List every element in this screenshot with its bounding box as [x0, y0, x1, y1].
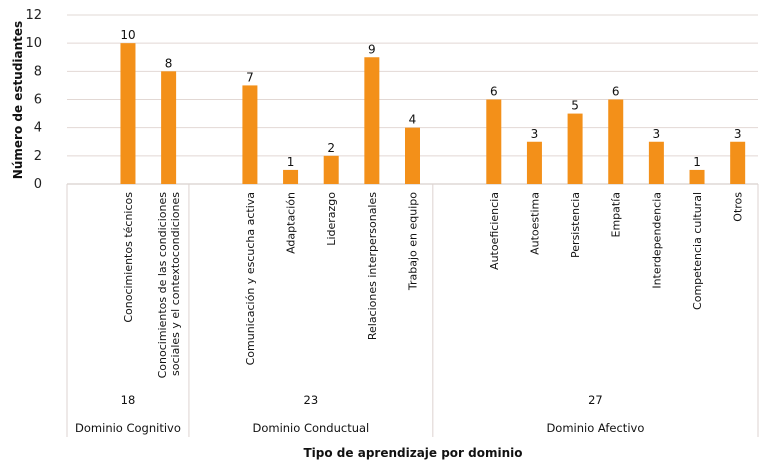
group-total: 23: [304, 393, 319, 407]
bars: [120, 43, 746, 184]
data-label: 6: [490, 85, 498, 99]
bar: [486, 99, 502, 184]
bar: [608, 99, 624, 184]
y-tick-label: 4: [34, 121, 42, 136]
bar: [648, 141, 664, 184]
data-label: 2: [327, 141, 335, 155]
bar: [242, 85, 258, 184]
group-name: Dominio Conductual: [252, 421, 369, 435]
bar: [526, 141, 542, 184]
data-label: 1: [287, 155, 295, 169]
data-labels: 10 8 7 1 2 9 4 6 3 5 6 3 1 3: [120, 28, 741, 169]
category-label: Comunicación y escucha activa: [244, 192, 257, 365]
bar: [120, 43, 136, 184]
y-tick-label: 12: [25, 8, 42, 23]
bar: [283, 169, 299, 184]
category-label: Trabajo en equipo: [407, 192, 420, 291]
x-axis-title: Tipo de aprendizaje por dominio: [304, 446, 523, 460]
y-tick-label: 10: [25, 36, 42, 51]
group-name: Dominio Cognitivo: [75, 421, 181, 435]
category-label: Conocimientos técnicos: [122, 192, 135, 323]
category-label: Conocimientos de las condiciones: [156, 192, 169, 379]
category-label: Adaptación: [285, 192, 298, 254]
group-total: 27: [588, 393, 603, 407]
category-labels: Conocimientos técnicos Conocimientos de l…: [122, 192, 745, 379]
y-tick-label: 8: [34, 64, 42, 79]
data-label: 1: [693, 155, 701, 169]
data-label: 8: [165, 56, 173, 70]
category-label: Persistencia: [569, 192, 582, 258]
group-name: Dominio Afectivo: [546, 421, 644, 435]
category-label: Liderazgo: [325, 192, 338, 246]
category-label: Otros: [732, 192, 745, 222]
bar: [567, 113, 583, 184]
category-label: sociales y el contextocondiciones: [169, 192, 182, 376]
category-label: Relaciones interpersonales: [366, 192, 379, 340]
y-axis-ticks: 0 2 4 6 8 10 12: [25, 8, 42, 192]
category-label: Interdependencia: [650, 192, 663, 289]
bar: [405, 127, 420, 184]
data-label: 5: [571, 99, 579, 113]
data-label: 7: [246, 70, 254, 84]
y-axis-title: Número de estudiantes: [11, 21, 25, 179]
bar: [364, 57, 380, 184]
y-tick-label: 0: [34, 177, 42, 192]
data-label: 3: [653, 127, 661, 141]
data-label: 9: [368, 42, 376, 56]
bar: [689, 169, 705, 184]
group-labels: 18 Dominio Cognitivo 23 Dominio Conductual 2…: [75, 393, 644, 435]
data-label: 3: [531, 127, 539, 141]
category-label: Autoeficiencia: [488, 192, 501, 270]
category-label: Autoestima: [528, 192, 541, 255]
y-tick-label: 6: [34, 93, 42, 108]
bar: [161, 71, 177, 184]
data-label: 6: [612, 85, 620, 99]
y-tick-label: 2: [34, 149, 42, 164]
category-label: Empatía: [610, 192, 623, 238]
data-label: 4: [409, 113, 417, 127]
category-label: Competencia cultural: [691, 192, 704, 310]
data-label: 3: [734, 127, 742, 141]
group-total: 18: [121, 393, 136, 407]
bar: [730, 141, 746, 184]
data-label: 10: [120, 28, 135, 42]
gridlines: [66, 14, 759, 437]
bar: [323, 155, 339, 184]
